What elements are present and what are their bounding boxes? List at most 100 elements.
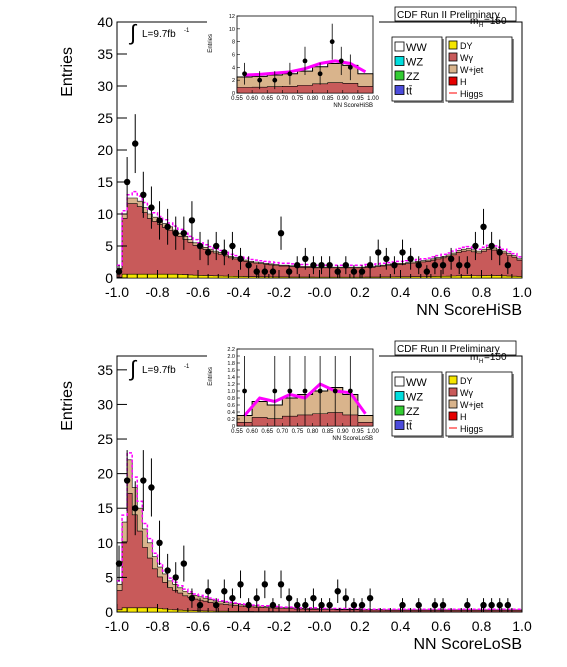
data-point	[334, 268, 341, 275]
mass-label: m	[470, 352, 478, 363]
inset-data-point	[332, 388, 338, 394]
inset-x-tick-label: 0.95	[352, 96, 364, 102]
data-point	[350, 601, 358, 609]
inset-y-tick-label: 1.4	[227, 375, 235, 381]
header-text: CDF Run II Preliminary	[397, 10, 500, 21]
y-tick-label: 15	[97, 174, 113, 190]
legend-swatch	[394, 376, 405, 387]
legend-label: Higgs	[460, 89, 484, 99]
legend-swatch	[448, 52, 458, 62]
data-point	[188, 217, 196, 224]
data-point	[447, 255, 455, 262]
data-point	[399, 249, 406, 256]
data-point	[342, 262, 350, 269]
data-point	[464, 601, 471, 609]
legend-label: W+jet	[460, 400, 484, 410]
y-tick-label: 10	[97, 206, 113, 222]
data-point	[237, 581, 244, 588]
x-tick-label: -0.0	[307, 618, 331, 634]
y-tick-label: 20	[97, 466, 113, 482]
y-tick-label: 5	[105, 569, 113, 585]
legend-label: ZZ	[406, 406, 420, 418]
legend-label: WZ	[406, 57, 423, 69]
inset-y-tick-label: 6	[232, 53, 235, 59]
data-point	[196, 242, 204, 250]
legend-label: DY	[460, 376, 473, 386]
legend-label: H	[460, 412, 467, 422]
data-point	[302, 601, 309, 609]
legend-label: Wγ	[460, 388, 473, 398]
data-point	[140, 191, 147, 198]
data-point	[310, 594, 317, 602]
inset-y-tick-label: 1.8	[227, 361, 235, 367]
data-point	[123, 178, 131, 186]
data-point	[253, 268, 260, 275]
legend-swatch	[448, 64, 458, 74]
legend-label: WW	[406, 377, 427, 389]
data-point	[188, 594, 196, 602]
x-tick-label: -0.2	[267, 618, 291, 634]
data-point	[164, 223, 171, 230]
inset-x-tick-label: 0.70	[276, 96, 288, 102]
inset-x-axis-title: NN ScoreHiSB	[333, 103, 373, 109]
inset-x-tick-label: 0.60	[246, 96, 258, 102]
inset-y-tick-label: 2.2	[227, 347, 235, 353]
legend-swatch	[448, 375, 458, 385]
inset-x-axis-title: NN ScoreLoSB	[332, 436, 373, 442]
data-point	[415, 262, 422, 269]
data-point	[496, 249, 503, 256]
inset-x-tick-label: 1.00	[367, 429, 379, 435]
inset-data-point	[302, 388, 308, 394]
y-tick-label: 0	[105, 604, 113, 620]
data-point	[407, 255, 414, 262]
inset-data-point	[272, 388, 278, 394]
data-point	[237, 255, 244, 262]
legend-label: H	[460, 77, 467, 87]
x-tick-label: 0.6	[431, 618, 451, 634]
inset-x-tick-label: 0.80	[307, 429, 319, 435]
inset-x-tick-label: 0.60	[246, 429, 258, 435]
inset-data-point	[272, 77, 278, 83]
x-tick-label: 0.2	[350, 284, 370, 300]
inset-data-point	[287, 71, 293, 77]
integral-symbol: ∫	[128, 20, 138, 45]
x-tick-label: -0.6	[186, 284, 210, 300]
chart-panel-1: -1.0 -0.8 -0.6 -0.4 -0.2 -0.0 0.2 0.4 0.6 0.8 1.00…	[59, 6, 532, 319]
data-point	[172, 574, 179, 581]
y-tick-label: 20	[97, 142, 113, 158]
data-point	[180, 230, 188, 237]
data-point	[480, 223, 487, 230]
data-point	[156, 217, 163, 224]
lumi-label: L=9.7fb	[142, 365, 176, 376]
legend-swatch	[448, 411, 458, 421]
data-point	[334, 588, 341, 595]
x-tick-label: -1.0	[105, 284, 129, 300]
data-point	[229, 242, 236, 250]
inset-x-tick-label: 0.85	[322, 429, 334, 435]
data-point	[148, 484, 155, 491]
legend-label: ZZ	[406, 71, 420, 83]
data-point	[277, 581, 285, 588]
legend-swatch	[394, 41, 405, 52]
header-box	[394, 340, 517, 356]
legend-label: Higgs	[460, 424, 484, 434]
inset-data-point	[329, 39, 335, 45]
data-point	[213, 601, 220, 609]
data-point	[180, 560, 188, 567]
data-point	[164, 567, 171, 574]
inset-y-axis-title: Entries	[208, 367, 214, 386]
data-point	[415, 601, 422, 609]
data-point	[245, 262, 252, 269]
y-tick-label: 35	[97, 362, 113, 378]
x-tick-label: 0.8	[472, 618, 492, 634]
inset-x-tick-label: 0.90	[337, 429, 349, 435]
data-point	[431, 262, 439, 269]
x-tick-label: 0.8	[472, 284, 492, 300]
data-point	[342, 594, 350, 602]
y-tick-label: 25	[97, 110, 113, 126]
x-tick-label: -0.0	[307, 284, 331, 300]
y-axis-title: Entries	[59, 381, 76, 431]
y-axis-title: Entries	[59, 47, 76, 97]
inset-y-tick-label: 12	[229, 14, 235, 20]
